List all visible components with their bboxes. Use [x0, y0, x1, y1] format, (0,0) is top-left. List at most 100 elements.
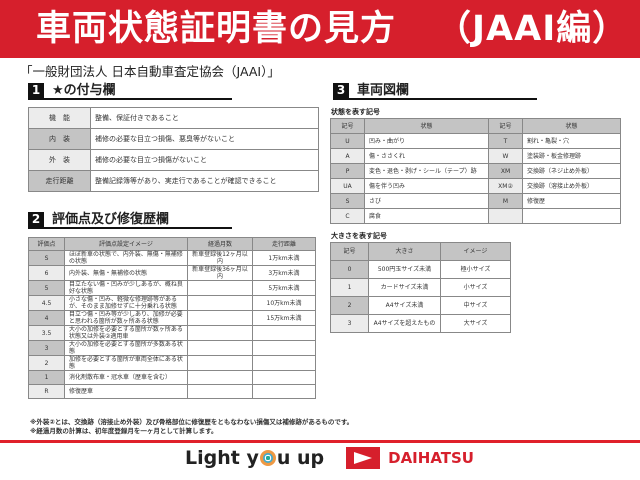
table-row: S ほぼ新車の状態で、内外装、無傷・無補修の状態 新車登録後12ヶ月以内 1万km未満 — [28, 250, 316, 266]
table-cell — [252, 325, 316, 341]
table-cell — [187, 325, 253, 341]
table-cell: 中サイズ — [440, 296, 511, 315]
table-cell: 3万km未満 — [252, 265, 316, 281]
column-header: 状態 — [522, 118, 621, 134]
table-row: 内 装補修の必要な目立つ損傷、悪臭等がないこと — [28, 128, 319, 150]
table-cell: 整備、保証付きであること — [90, 107, 319, 129]
symbol-cell: 内 装 — [28, 128, 91, 150]
symbol-cell: 5 — [28, 280, 65, 296]
page-title: 車両状態証明書の見方 — [36, 9, 397, 49]
section-title: ★の付与欄 — [52, 83, 116, 98]
symbol-cell: 外 装 — [28, 149, 91, 171]
table-row: 5 目立たない傷・凹みが少しあるが、概ね良好な状態 5万km未満 — [28, 280, 316, 296]
note: ※外装②とは、交換跡（溶接止め外装）及び骨格部位に修復歴をともなわない損傷又は補… — [30, 418, 354, 426]
column-header: 状態 — [364, 118, 489, 134]
light-you-up-logo: Light y u up — [185, 447, 324, 469]
table-cell: 極小サイズ — [440, 260, 511, 279]
table-cell: 交換跡（溶接止め外板） — [522, 178, 621, 194]
brand-name: DAIHATSU — [388, 449, 474, 467]
symbol-cell: 2 — [28, 355, 65, 371]
table-cell: 補修の必要な目立つ損傷がないこと — [90, 149, 319, 171]
table-cell: 交換跡（ネジ止め外板） — [522, 163, 621, 179]
table-cell — [252, 384, 316, 399]
symbol-cell: 2 — [330, 296, 369, 315]
table-cell: 目立つ傷・凹み等が少しあり、加修が必要と思われる箇所が数ヶ所ある状態 — [64, 310, 188, 326]
symbol-cell: A — [330, 148, 365, 164]
table-row: R 修復歴車 — [28, 384, 316, 399]
column-header: 大きさ — [368, 242, 441, 261]
table-row: 機 能整備、保証付きであること — [28, 107, 319, 129]
symbol-cell: 4 — [28, 310, 65, 326]
table-row: P 変色・退色・剥げ・シール（テープ）跡 XM 交換跡（ネジ止め外板） — [330, 163, 621, 179]
column-header: 評価点設定イメージ — [64, 237, 188, 251]
symbol-cell: 3.5 — [28, 325, 65, 341]
table-cell — [187, 384, 253, 399]
table-cell: 5万km未満 — [252, 280, 316, 296]
table-row: 2 A4サイズ未満 中サイズ — [330, 296, 511, 315]
state-caption: 状態を表す記号 — [331, 108, 380, 116]
rating-table: 評価点 評価点設定イメージ 経過月数 走行距離 S ほぼ新車の状態で、内外装、無傷・無補修… — [28, 237, 316, 399]
symbol-cell: 1 — [28, 370, 65, 385]
page-subtitle: （JAAI編） — [436, 9, 629, 49]
symbol-cell: 走行距離 — [28, 170, 91, 192]
symbol-cell: C — [330, 208, 365, 224]
table-row: 4.5 小さな傷・凹み、軽微な修理跡等があるが、そのまま加修せずに十分乗れる状態 1… — [28, 295, 316, 311]
table-row: U 凹み・曲がり T 割れ・亀裂・穴 — [330, 133, 621, 149]
column-header: 記号 — [330, 242, 369, 261]
table-cell: 修復歴 — [522, 193, 621, 209]
section-number: 1 — [28, 83, 44, 98]
table-cell: 大小の加修を必要とする箇所が数ヶ所ある状態又は外装②適用車 — [64, 325, 188, 341]
symbol-cell: 機 能 — [28, 107, 91, 129]
table-cell: 1万km未満 — [252, 250, 316, 266]
table-row: 1 カードサイズ未満 小サイズ — [330, 278, 511, 297]
table-cell — [252, 340, 316, 356]
table-cell: 小サイズ — [440, 278, 511, 297]
section-title: 車両図欄 — [357, 83, 410, 98]
section-2-heading: 2 評価点及び修復歴欄 — [28, 212, 232, 229]
symbol-cell: U — [330, 133, 365, 149]
symbol-cell: P — [330, 163, 365, 179]
table-cell — [187, 340, 253, 356]
table-row: 2 加修を必要とする箇所が車両全体にある状態 — [28, 355, 316, 371]
symbol-cell: 1 — [330, 278, 369, 297]
section-1-heading: 1 ★の付与欄 — [28, 83, 232, 100]
table-row: A 傷・ささくれ W 塗装跡・板金修理跡 — [330, 148, 621, 164]
table-cell: 修復歴車 — [64, 384, 188, 399]
table-cell: 凹み・曲がり — [364, 133, 489, 149]
table-cell: 腐食 — [364, 208, 489, 224]
symbol-cell: W — [488, 148, 523, 164]
star-table: 機 能整備、保証付きであること内 装補修の必要な目立つ損傷、悪臭等がないこと外 … — [28, 107, 319, 192]
footer: Light y u up DAIHATSU — [185, 447, 474, 469]
table-cell: 塗装跡・板金修理跡 — [522, 148, 621, 164]
size-symbol-table: 記号 大きさ イメージ 0 500円玉サイズ未満 極小サイズ 1 カードサイズ未満 小サイズ 2 A… — [330, 242, 511, 333]
organization-name: 「一般財団法人 日本自動車査定協会（JAAI）」 — [20, 64, 280, 79]
table-cell: 加修を必要とする箇所が車両全体にある状態 — [64, 355, 188, 371]
table-cell: 傷を伴う凹み — [364, 178, 489, 194]
symbol-cell: 6 — [28, 265, 65, 281]
table-row: 1 消化剤散布車・冠水車（歴車を含む） — [28, 370, 316, 385]
symbol-cell: XM② — [488, 178, 523, 194]
daihatsu-logo: DAIHATSU — [346, 447, 474, 469]
table-row: C 腐食 — [330, 208, 621, 224]
table-cell — [187, 295, 253, 311]
notes: ※外装②とは、交換跡（溶接止め外装）及び骨格部位に修復歴をともなわない損傷又は補… — [30, 418, 353, 436]
note: ※経過月数の計算は、初年度登録月を一ヶ月として計算します。 — [30, 427, 218, 435]
table-cell — [187, 280, 253, 296]
rainbow-ring-icon — [259, 450, 276, 466]
table-cell: 新車登録後36ヶ月以内 — [187, 265, 253, 281]
table-row: 走行距離 整備記録簿等があり、実走行であることが確認できること — [28, 170, 319, 192]
table-cell: 小さな傷・凹み、軽微な修理跡等があるが、そのまま加修せずに十分乗れる状態 — [64, 295, 188, 311]
symbol-cell: 3 — [28, 340, 65, 356]
table-row: 3 A4サイズを超えたもの 大サイズ — [330, 314, 511, 333]
table-cell: 傷・ささくれ — [364, 148, 489, 164]
table-cell: 変色・退色・剥げ・シール（テープ）跡 — [364, 163, 489, 179]
symbol-cell: UA — [330, 178, 365, 194]
symbol-cell: R — [28, 384, 65, 399]
table-cell: 目立たない傷・凹みが少しあるが、概ね良好な状態 — [64, 280, 188, 296]
table-cell — [252, 355, 316, 371]
table-row: 0 500円玉サイズ未満 極小サイズ — [330, 260, 511, 279]
table-cell: 10万km未満 — [252, 295, 316, 311]
table-row: 外 装補修の必要な目立つ損傷がないこと — [28, 149, 319, 171]
table-row: 4 目立つ傷・凹み等が少しあり、加修が必要と思われる箇所が数ヶ所ある状態 15万km… — [28, 310, 316, 326]
table-cell: 整備記録簿等があり、実走行であることが確認できること — [90, 170, 319, 192]
